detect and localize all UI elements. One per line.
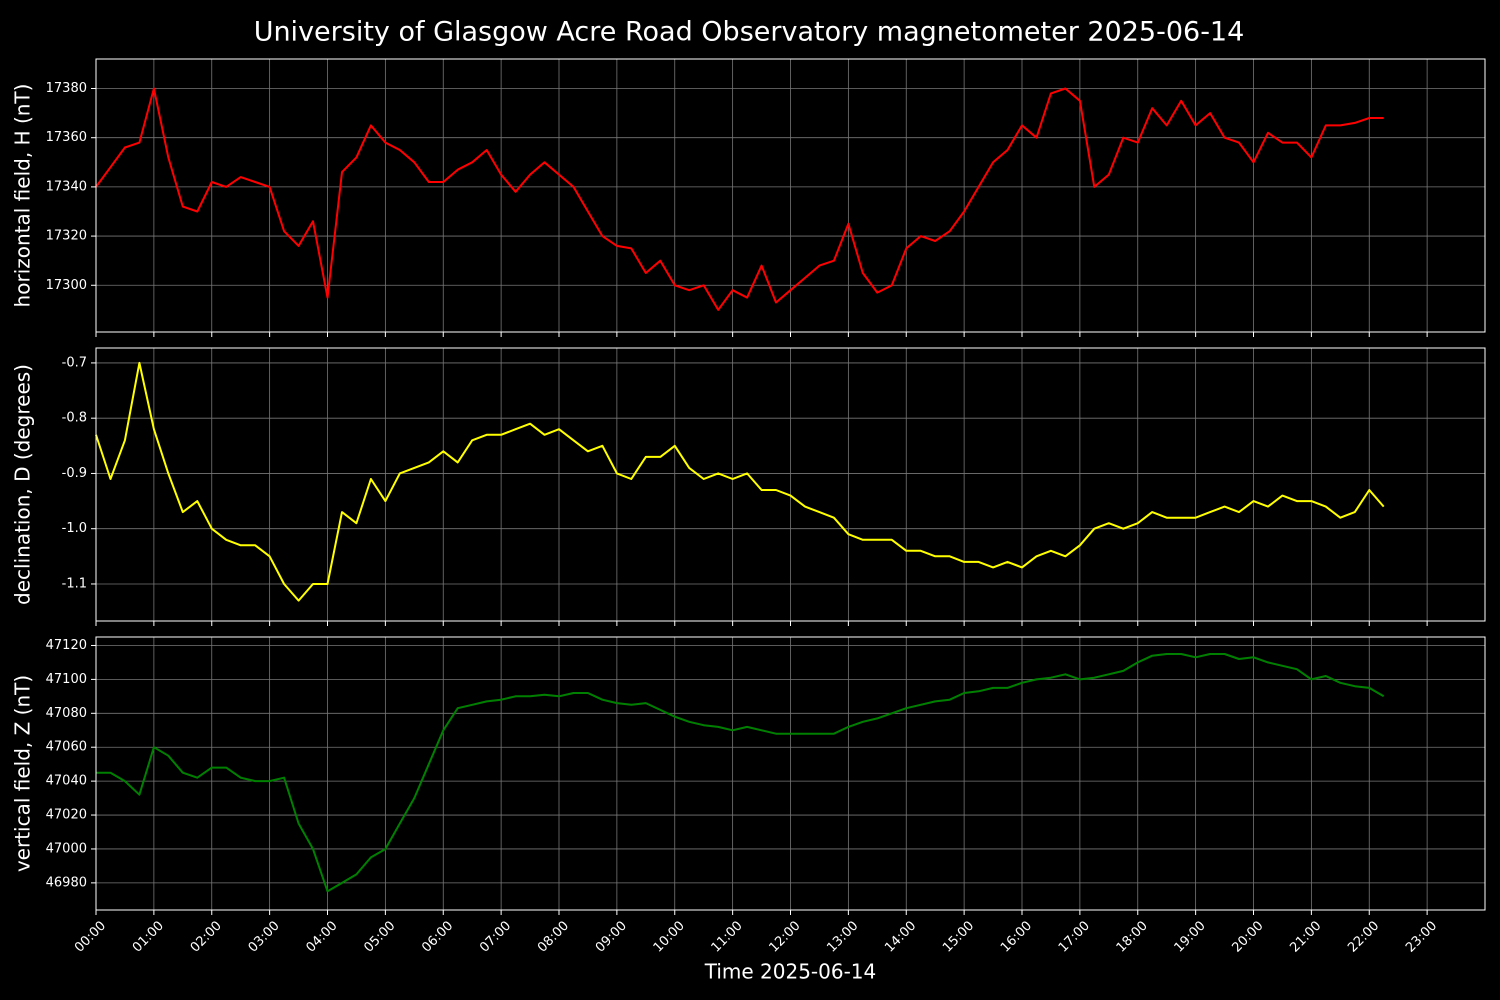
y-tick-label: 17320 [46, 229, 87, 244]
y-axis-label: declination, D (degrees) [11, 364, 35, 605]
y-tick-label: 17380 [46, 81, 87, 96]
y-tick-label: -0.9 [62, 466, 87, 481]
y-tick-label: 47080 [46, 706, 87, 721]
figure-title: University of Glasgow Acre Road Observat… [254, 17, 1245, 48]
y-tick-label: 47120 [46, 638, 87, 653]
x-axis-label: Time 2025-06-14 [704, 960, 877, 984]
data-line [95, 361, 1385, 602]
y-tick-label: -0.7 [62, 355, 87, 370]
y-tick-label: 17340 [46, 179, 87, 194]
axes-frame [95, 347, 1486, 622]
data-line [96, 653, 1385, 893]
y-tick-label: 47040 [46, 774, 87, 789]
data-line [95, 87, 1384, 311]
y-tick-label: 17300 [46, 278, 87, 293]
y-tick-label: 47060 [46, 740, 87, 755]
y-tick-label: -1.1 [62, 576, 87, 591]
axes-frame [95, 636, 1486, 911]
y-tick-label: 47100 [46, 672, 87, 687]
y-axis-label: vertical field, Z (nT) [11, 675, 35, 872]
y-tick-label: 17360 [46, 130, 87, 145]
y-tick-label: 47000 [46, 841, 87, 856]
y-axis-label: horizontal field, H (nT) [11, 84, 35, 308]
y-tick-label: 46980 [46, 875, 87, 890]
y-tick-label: -1.0 [62, 521, 87, 536]
y-tick-label: -0.8 [62, 411, 87, 426]
axes-frame [95, 58, 1486, 333]
y-tick-label: 47020 [46, 808, 87, 823]
